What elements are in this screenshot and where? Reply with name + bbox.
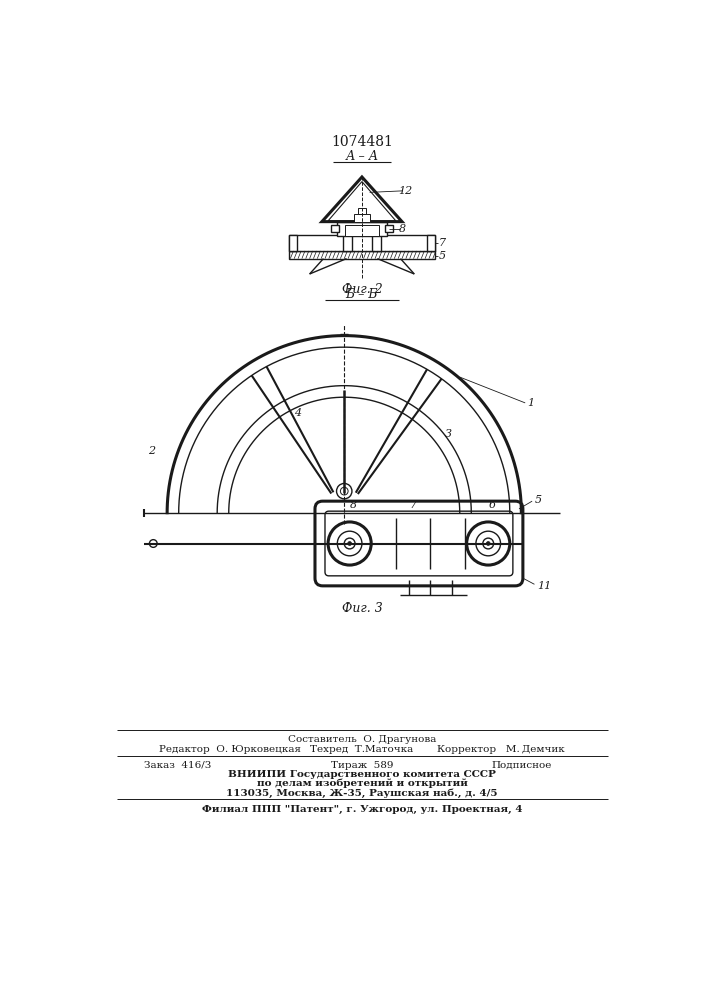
Text: 11: 11 xyxy=(537,581,551,591)
Text: 5: 5 xyxy=(534,495,542,505)
Circle shape xyxy=(337,531,362,556)
Text: Техред  Т.Маточка: Техред Т.Маточка xyxy=(310,745,414,754)
Text: 1: 1 xyxy=(527,398,534,408)
Text: 12: 12 xyxy=(398,186,412,196)
Text: Фиг. 2: Фиг. 2 xyxy=(341,283,382,296)
Text: Филиал ППП "Патент", г. Ужгород, ул. Проектная, 4: Филиал ППП "Патент", г. Ужгород, ул. Про… xyxy=(201,805,522,814)
Text: Подписное: Подписное xyxy=(492,761,552,770)
Text: 4: 4 xyxy=(295,408,302,418)
Bar xyxy=(288,235,296,251)
Text: Заказ  416/3: Заказ 416/3 xyxy=(144,761,211,770)
Text: Фиг. 3: Фиг. 3 xyxy=(341,602,382,615)
Text: Редактор  О. Юрковецкая: Редактор О. Юрковецкая xyxy=(160,745,301,754)
Text: Тираж  589: Тираж 589 xyxy=(331,761,393,770)
Circle shape xyxy=(467,522,510,565)
Circle shape xyxy=(340,487,348,495)
Bar xyxy=(372,235,381,251)
Text: по делам изобретений и открытий: по делам изобретений и открытий xyxy=(257,779,467,788)
Text: 1074481: 1074481 xyxy=(331,135,393,149)
Circle shape xyxy=(344,538,355,549)
Text: 2: 2 xyxy=(148,446,156,456)
FancyBboxPatch shape xyxy=(315,501,523,586)
Text: Составитель  О. Драгунова: Составитель О. Драгунова xyxy=(288,735,436,744)
Circle shape xyxy=(486,542,490,545)
Bar xyxy=(331,225,339,232)
Bar xyxy=(428,235,435,251)
Text: 8: 8 xyxy=(350,500,357,510)
Bar xyxy=(288,251,435,259)
Text: ВНИИПИ Государственного комитета СССР: ВНИИПИ Государственного комитета СССР xyxy=(228,770,496,779)
Bar xyxy=(288,235,435,251)
Text: 6: 6 xyxy=(489,500,496,510)
Text: А – А: А – А xyxy=(345,150,378,163)
Bar xyxy=(358,208,366,214)
Bar xyxy=(337,222,387,235)
FancyBboxPatch shape xyxy=(325,511,513,576)
Text: 7: 7 xyxy=(439,238,446,248)
Circle shape xyxy=(337,483,352,499)
Text: 113035, Москва, Ж-35, Раушская наб., д. 4/5: 113035, Москва, Ж-35, Раушская наб., д. … xyxy=(226,788,498,798)
Circle shape xyxy=(348,542,351,545)
Text: 7: 7 xyxy=(409,500,416,510)
Bar xyxy=(343,235,352,251)
Circle shape xyxy=(149,540,157,547)
Circle shape xyxy=(476,531,501,556)
Text: 5: 5 xyxy=(439,251,446,261)
Text: 3: 3 xyxy=(445,429,452,439)
Text: Корректор   М. Демчик: Корректор М. Демчик xyxy=(437,745,564,754)
Bar xyxy=(354,214,370,222)
Circle shape xyxy=(483,538,493,549)
Bar xyxy=(385,225,393,232)
Bar xyxy=(345,225,379,235)
Circle shape xyxy=(328,522,371,565)
Text: 8: 8 xyxy=(399,224,406,234)
Text: Б – Б: Б – Б xyxy=(346,288,378,301)
